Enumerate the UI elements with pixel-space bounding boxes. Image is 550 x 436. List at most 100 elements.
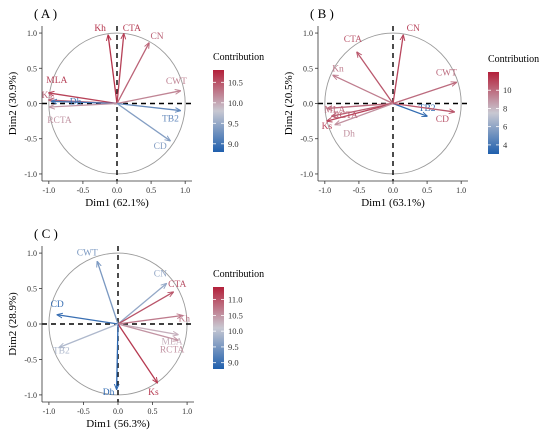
variable-label-cd: CD <box>436 115 449 125</box>
y-tick-label: 0.0 <box>303 100 313 109</box>
variable-label-cta: CTA <box>123 24 141 34</box>
colorbar-tick-label: 9.5 <box>228 118 239 128</box>
y-tick-label: 0.0 <box>27 320 37 329</box>
x-axis-title: Dim1 (63.1%) <box>361 197 425 209</box>
loading-arrow-kh <box>117 315 182 325</box>
variable-label-ks: Ks <box>42 91 53 101</box>
y-axis-title: Dim2 (30.9%) <box>7 71 19 135</box>
contribution-colorbar: Contribution 9.0 9.5 10.0 10.5 <box>213 52 264 152</box>
y-tick-label: -1.0 <box>300 170 313 179</box>
variable-label-rcta: RCTA <box>160 345 185 355</box>
colorbar-tick-label: 10.5 <box>228 310 243 320</box>
loading-arrow-cwt <box>97 262 119 325</box>
loading-arrow-cta <box>117 292 173 325</box>
y-tick-label: 0.5 <box>303 64 313 73</box>
loading-arrow-rcta <box>117 323 178 340</box>
biplot-panel-1: ( A ) -1.0 -0.5 0.0 0.5 1.0 -1.0 -0.5 0.0 0.5 1.0 D… <box>7 6 264 209</box>
biplot-panel-3: ( C ) -1.0 -0.5 0.0 0.5 1.0 -1.0 -0.5 0.0 0.5 1.0 D… <box>7 226 264 430</box>
variable-label-cwt: CWT <box>77 249 98 259</box>
variable-label-mla: MLA <box>46 76 67 86</box>
loading-arrow-mla <box>117 323 178 335</box>
x-tick-label: 1.0 <box>182 407 192 416</box>
variable-label-cn: CN <box>154 270 167 280</box>
loading-arrow-tb2 <box>392 102 427 117</box>
panel-label: ( B ) <box>310 6 334 21</box>
variable-label-dh: Dh <box>343 130 355 140</box>
variable-label-cwt: CWT <box>166 77 187 87</box>
y-tick-label: 0.0 <box>27 100 37 109</box>
colorbar-title: Contribution <box>213 52 264 63</box>
loading-arrow-kh <box>108 35 118 104</box>
colorbar-gradient <box>213 70 224 152</box>
x-tick-label: -1.0 <box>318 186 331 195</box>
panel-label: ( C ) <box>34 226 58 241</box>
loading-arrow-cd <box>392 102 454 112</box>
loading-arrow-cwt <box>116 91 180 105</box>
colorbar-tick-label: 11.0 <box>228 295 243 305</box>
variable-label-cn: CN <box>150 32 163 42</box>
loading-arrow-tb2 <box>116 102 180 111</box>
loading-arrow-kn <box>333 75 394 105</box>
x-tick-label: 0.0 <box>113 407 123 416</box>
x-tick-label: -1.0 <box>43 407 56 416</box>
loading-arrow-dh <box>335 102 394 125</box>
y-tick-label: -0.5 <box>24 135 37 144</box>
loading-arrow-tb2 <box>59 323 119 347</box>
x-tick-label: 1.0 <box>456 186 466 195</box>
y-tick-label: -1.0 <box>24 170 37 179</box>
loading-arrow-cn <box>116 43 149 104</box>
colorbar-tick-label: 10.5 <box>228 77 243 87</box>
variable-label-kh: Kh <box>178 314 190 324</box>
loading-arrow-dh <box>117 323 118 389</box>
variable-label-mla: MLA <box>324 105 345 115</box>
colorbar-gradient <box>213 287 224 369</box>
colorbar-title: Contribution <box>488 54 539 65</box>
variable-label-tb2: TB2 <box>419 104 436 114</box>
x-tick-label: 0.0 <box>112 186 122 195</box>
x-tick-label: -1.0 <box>42 186 55 195</box>
y-tick-label: 1.0 <box>303 29 313 38</box>
variable-label-tb2: TB2 <box>162 115 179 125</box>
biplot-panel-2: ( B ) -1.0 -0.5 0.0 0.5 1.0 -1.0 -0.5 0.0 0.5 1.0 D… <box>283 6 539 209</box>
variable-label-dh: Dh <box>70 97 82 107</box>
variable-label-cd: CD <box>154 142 167 152</box>
loading-arrow-mla <box>327 102 394 109</box>
loading-arrow-cta <box>116 34 124 104</box>
x-tick-label: 0.0 <box>388 186 398 195</box>
loading-arrow-ks <box>117 323 157 383</box>
variable-label-ks: Ks <box>148 388 159 398</box>
loading-arrow-rcta <box>50 102 118 108</box>
loading-arrow-cd <box>116 102 170 141</box>
colorbar-tick-label: 9.0 <box>228 139 239 149</box>
colorbar-tick-label: 8 <box>503 103 507 113</box>
variable-label-cd: CD <box>51 300 64 310</box>
y-axis-title: Dim2 (20.5%) <box>283 71 295 135</box>
y-tick-label: 1.0 <box>27 249 37 258</box>
colorbar-gradient <box>488 72 499 154</box>
y-axis-title: Dim2 (28.9%) <box>7 292 19 356</box>
variable-label-tb2: TB2 <box>53 346 70 356</box>
variable-label-rcta: RCTA <box>47 116 72 126</box>
y-tick-label: 0.5 <box>27 64 37 73</box>
x-axis-title: Dim1 (56.3%) <box>86 418 150 430</box>
x-tick-label: 1.0 <box>180 186 190 195</box>
loading-arrow-cn <box>392 35 403 104</box>
contribution-colorbar: Contribution 9.0 9.5 10.0 10.5 11.0 <box>213 269 264 369</box>
x-tick-label: -0.5 <box>353 186 366 195</box>
y-tick-label: 0.5 <box>27 285 37 294</box>
x-tick-label: 0.5 <box>146 186 156 195</box>
loading-arrow-cta <box>357 52 394 104</box>
loading-arrow-ks <box>327 102 394 122</box>
panel-label: ( A ) <box>34 6 57 21</box>
y-tick-label: -0.5 <box>300 135 313 144</box>
colorbar-tick-label: 9.0 <box>228 358 239 368</box>
variable-label-kn: Kn <box>332 64 344 74</box>
x-axis-title: Dim1 (62.1%) <box>85 197 149 209</box>
colorbar-tick-label: 9.5 <box>228 342 239 352</box>
variable-label-kh: Kh <box>94 24 106 34</box>
x-tick-label: 0.5 <box>422 186 432 195</box>
x-tick-label: -0.5 <box>77 407 90 416</box>
loading-arrow-cd <box>57 315 119 325</box>
colorbar-title: Contribution <box>213 269 264 280</box>
